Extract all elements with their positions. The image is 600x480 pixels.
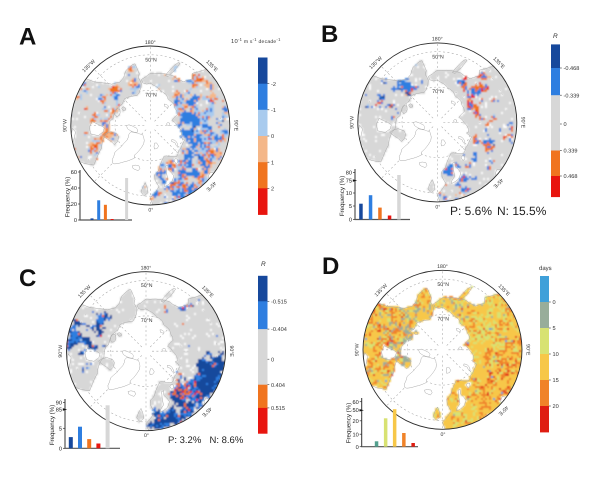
- svg-text:5: 5: [553, 326, 556, 332]
- svg-text:5: 5: [59, 427, 62, 433]
- svg-text:A: A: [19, 24, 36, 51]
- svg-text:90°W: 90°W: [349, 116, 355, 129]
- svg-text:15: 15: [553, 378, 559, 384]
- svg-text:0: 0: [564, 122, 567, 128]
- svg-text:90°E: 90°E: [519, 117, 525, 129]
- svg-text:10: 10: [346, 191, 352, 197]
- svg-text:90°W: 90°W: [62, 119, 68, 132]
- svg-text:10-1 m s-1 decade-1: 10-1 m s-1 decade-1: [231, 37, 281, 45]
- svg-text:P: 5.6%: P: 5.6%: [450, 204, 492, 218]
- svg-text:70°N: 70°N: [437, 317, 449, 323]
- svg-text:5: 5: [349, 204, 352, 210]
- svg-text:-1: -1: [271, 108, 276, 114]
- svg-text:0.339: 0.339: [564, 149, 578, 155]
- svg-text:0: 0: [59, 447, 62, 453]
- svg-text:R: R: [553, 33, 558, 40]
- svg-text:20: 20: [71, 202, 77, 208]
- svg-text:75: 75: [346, 179, 352, 185]
- svg-text:20: 20: [352, 419, 358, 425]
- svg-text:90°W: 90°W: [355, 343, 361, 356]
- svg-text:180°: 180°: [437, 264, 448, 270]
- svg-text:0°: 0°: [435, 204, 440, 210]
- svg-text:90°E: 90°E: [228, 346, 234, 358]
- svg-text:Frequency (%): Frequency (%): [49, 405, 56, 446]
- svg-text:180°: 180°: [141, 266, 152, 272]
- svg-text:0.515: 0.515: [271, 406, 285, 412]
- svg-text:0°: 0°: [144, 433, 149, 439]
- svg-text:0°: 0°: [148, 208, 153, 214]
- svg-text:0.404: 0.404: [271, 383, 285, 389]
- svg-text:85: 85: [56, 407, 62, 413]
- svg-text:90: 90: [56, 401, 62, 407]
- svg-text:0: 0: [553, 300, 556, 306]
- svg-text:70°N: 70°N: [145, 92, 157, 98]
- svg-text:50°N: 50°N: [432, 54, 444, 60]
- svg-text:80: 80: [346, 171, 352, 177]
- svg-text:N: 15.5%: N: 15.5%: [497, 204, 547, 218]
- svg-text:days: days: [539, 265, 552, 272]
- svg-text:0: 0: [349, 218, 352, 224]
- svg-text:Frequency (%): Frequency (%): [346, 403, 353, 444]
- svg-text:B: B: [321, 21, 338, 48]
- svg-text:20: 20: [553, 404, 559, 410]
- svg-text:-0.404: -0.404: [271, 327, 287, 333]
- svg-text:Frequency (%): Frequency (%): [65, 177, 72, 218]
- svg-text:70°N: 70°N: [141, 318, 153, 324]
- svg-text:10: 10: [553, 352, 559, 358]
- svg-text:Frequency (%): Frequency (%): [339, 176, 346, 217]
- svg-text:-0.339: -0.339: [564, 93, 580, 99]
- svg-text:70°N: 70°N: [432, 89, 444, 95]
- svg-text:10: 10: [352, 432, 358, 438]
- svg-text:50°N: 50°N: [437, 282, 449, 288]
- svg-text:50: 50: [352, 408, 358, 414]
- svg-text:0: 0: [271, 134, 274, 140]
- svg-text:60: 60: [71, 170, 77, 176]
- svg-text:90°W: 90°W: [58, 345, 64, 358]
- svg-text:-0.468: -0.468: [564, 66, 580, 72]
- svg-text:R: R: [261, 261, 266, 268]
- svg-text:0°: 0°: [441, 432, 446, 438]
- svg-text:60: 60: [352, 400, 358, 406]
- svg-text:-0.515: -0.515: [271, 299, 287, 305]
- svg-text:50°N: 50°N: [145, 58, 157, 64]
- svg-text:P: 3.2%: P: 3.2%: [168, 435, 202, 446]
- svg-text:0: 0: [74, 218, 77, 224]
- svg-text:40: 40: [71, 186, 77, 192]
- svg-text:180°: 180°: [432, 37, 443, 43]
- svg-text:1: 1: [271, 160, 274, 166]
- svg-text:0: 0: [271, 357, 274, 363]
- svg-text:90°E: 90°E: [232, 120, 238, 132]
- svg-text:N: 8.6%: N: 8.6%: [210, 435, 244, 446]
- svg-text:50°N: 50°N: [141, 283, 153, 289]
- svg-text:0: 0: [356, 445, 359, 451]
- svg-text:0.468: 0.468: [564, 174, 578, 180]
- svg-text:D: D: [322, 253, 339, 280]
- svg-text:2: 2: [271, 186, 274, 192]
- svg-text:-2: -2: [271, 82, 276, 88]
- svg-text:90°E: 90°E: [525, 344, 531, 356]
- svg-text:180°: 180°: [145, 40, 156, 46]
- svg-text:C: C: [19, 265, 36, 292]
